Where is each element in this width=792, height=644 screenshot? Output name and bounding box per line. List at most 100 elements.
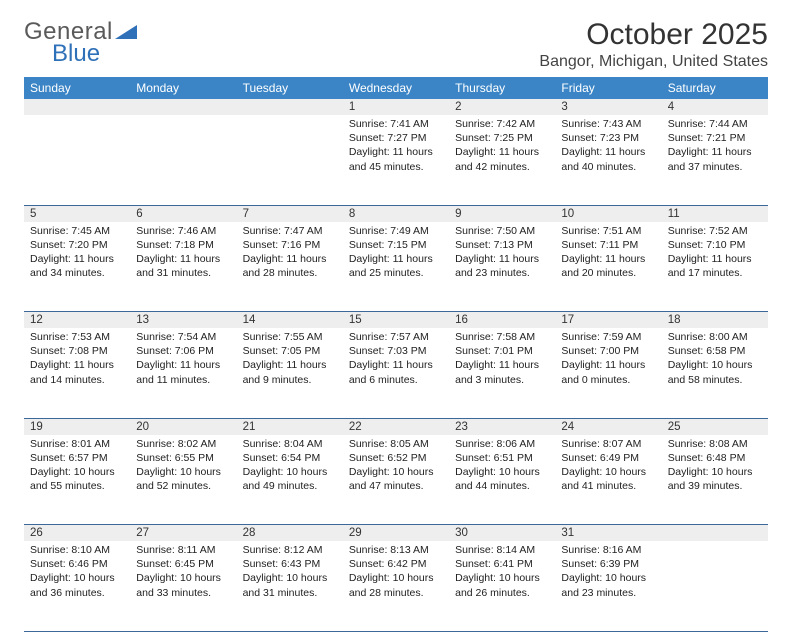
day-number: 28 (237, 525, 343, 542)
day-cell-content: Sunrise: 8:14 AMSunset: 6:41 PMDaylight:… (449, 541, 555, 606)
day-number: 5 (24, 205, 130, 222)
sunrise-line: Sunrise: 8:13 AM (349, 543, 443, 557)
daylight-line: Daylight: 11 hours and 17 minutes. (668, 252, 762, 280)
day-cell-content: Sunrise: 7:59 AMSunset: 7:00 PMDaylight:… (555, 328, 661, 393)
day-cell (237, 115, 343, 205)
daylight-line: Daylight: 11 hours and 45 minutes. (349, 145, 443, 173)
daylight-line: Daylight: 11 hours and 28 minutes. (243, 252, 337, 280)
sunset-line: Sunset: 7:27 PM (349, 131, 443, 145)
day-cell: Sunrise: 7:57 AMSunset: 7:03 PMDaylight:… (343, 328, 449, 418)
day-cell-content: Sunrise: 7:58 AMSunset: 7:01 PMDaylight:… (449, 328, 555, 393)
sunrise-line: Sunrise: 7:57 AM (349, 330, 443, 344)
sunset-line: Sunset: 6:42 PM (349, 557, 443, 571)
day-cell: Sunrise: 7:55 AMSunset: 7:05 PMDaylight:… (237, 328, 343, 418)
daylight-line: Daylight: 10 hours and 47 minutes. (349, 465, 443, 493)
day-cell: Sunrise: 8:02 AMSunset: 6:55 PMDaylight:… (130, 435, 236, 525)
day-number: 15 (343, 312, 449, 329)
daylight-line: Daylight: 10 hours and 55 minutes. (30, 465, 124, 493)
day-cell-content: Sunrise: 7:42 AMSunset: 7:25 PMDaylight:… (449, 115, 555, 180)
sunset-line: Sunset: 7:05 PM (243, 344, 337, 358)
daylight-line: Daylight: 11 hours and 34 minutes. (30, 252, 124, 280)
sunset-line: Sunset: 7:13 PM (455, 238, 549, 252)
sunset-line: Sunset: 6:45 PM (136, 557, 230, 571)
sunset-line: Sunset: 6:41 PM (455, 557, 549, 571)
day-number: 10 (555, 205, 661, 222)
sunrise-line: Sunrise: 7:41 AM (349, 117, 443, 131)
day-cell-content: Sunrise: 7:53 AMSunset: 7:08 PMDaylight:… (24, 328, 130, 393)
day-cell-content: Sunrise: 8:16 AMSunset: 6:39 PMDaylight:… (555, 541, 661, 606)
sunset-line: Sunset: 7:20 PM (30, 238, 124, 252)
day-cell: Sunrise: 8:01 AMSunset: 6:57 PMDaylight:… (24, 435, 130, 525)
sunrise-line: Sunrise: 8:16 AM (561, 543, 655, 557)
day-cell: Sunrise: 7:53 AMSunset: 7:08 PMDaylight:… (24, 328, 130, 418)
day-number: 1 (343, 99, 449, 115)
day-cell-content: Sunrise: 8:13 AMSunset: 6:42 PMDaylight:… (343, 541, 449, 606)
sunrise-line: Sunrise: 7:58 AM (455, 330, 549, 344)
day-number: 22 (343, 418, 449, 435)
day-number: 29 (343, 525, 449, 542)
sunset-line: Sunset: 6:49 PM (561, 451, 655, 465)
calendar-table: Sunday Monday Tuesday Wednesday Thursday… (24, 77, 768, 632)
sunrise-line: Sunrise: 8:10 AM (30, 543, 124, 557)
sunset-line: Sunset: 7:03 PM (349, 344, 443, 358)
sunset-line: Sunset: 7:06 PM (136, 344, 230, 358)
day-cell: Sunrise: 8:07 AMSunset: 6:49 PMDaylight:… (555, 435, 661, 525)
daylight-line: Daylight: 11 hours and 20 minutes. (561, 252, 655, 280)
daylight-line: Daylight: 10 hours and 28 minutes. (349, 571, 443, 599)
day-cell-content: Sunrise: 8:04 AMSunset: 6:54 PMDaylight:… (237, 435, 343, 500)
day-cell-content: Sunrise: 8:10 AMSunset: 6:46 PMDaylight:… (24, 541, 130, 606)
daylight-line: Daylight: 11 hours and 11 minutes. (136, 358, 230, 386)
daylight-line: Daylight: 10 hours and 49 minutes. (243, 465, 337, 493)
day-number: 23 (449, 418, 555, 435)
sunset-line: Sunset: 6:51 PM (455, 451, 549, 465)
day-cell-content: Sunrise: 7:49 AMSunset: 7:15 PMDaylight:… (343, 222, 449, 287)
day-cell: Sunrise: 7:45 AMSunset: 7:20 PMDaylight:… (24, 222, 130, 312)
day-cell: Sunrise: 8:14 AMSunset: 6:41 PMDaylight:… (449, 541, 555, 631)
day-number: 12 (24, 312, 130, 329)
sunrise-line: Sunrise: 8:12 AM (243, 543, 337, 557)
sunrise-line: Sunrise: 7:55 AM (243, 330, 337, 344)
daylight-line: Daylight: 11 hours and 14 minutes. (30, 358, 124, 386)
weekday-header-row: Sunday Monday Tuesday Wednesday Thursday… (24, 77, 768, 99)
sunset-line: Sunset: 6:52 PM (349, 451, 443, 465)
sunrise-line: Sunrise: 7:50 AM (455, 224, 549, 238)
sunrise-line: Sunrise: 8:08 AM (668, 437, 762, 451)
sunset-line: Sunset: 7:00 PM (561, 344, 655, 358)
sunset-line: Sunset: 7:25 PM (455, 131, 549, 145)
day-cell: Sunrise: 8:04 AMSunset: 6:54 PMDaylight:… (237, 435, 343, 525)
day-number-row: 262728293031 (24, 525, 768, 542)
sunset-line: Sunset: 7:23 PM (561, 131, 655, 145)
day-cell: Sunrise: 7:51 AMSunset: 7:11 PMDaylight:… (555, 222, 661, 312)
week-row: Sunrise: 7:41 AMSunset: 7:27 PMDaylight:… (24, 115, 768, 205)
day-number: 2 (449, 99, 555, 115)
day-cell-content: Sunrise: 7:47 AMSunset: 7:16 PMDaylight:… (237, 222, 343, 287)
day-cell-content: Sunrise: 8:00 AMSunset: 6:58 PMDaylight:… (662, 328, 768, 393)
day-number: 17 (555, 312, 661, 329)
day-number: 11 (662, 205, 768, 222)
day-number: 21 (237, 418, 343, 435)
week-row: Sunrise: 8:01 AMSunset: 6:57 PMDaylight:… (24, 435, 768, 525)
day-number: 4 (662, 99, 768, 115)
daylight-line: Daylight: 11 hours and 3 minutes. (455, 358, 549, 386)
day-number: 9 (449, 205, 555, 222)
day-cell: Sunrise: 7:49 AMSunset: 7:15 PMDaylight:… (343, 222, 449, 312)
day-number: 16 (449, 312, 555, 329)
day-cell: Sunrise: 7:58 AMSunset: 7:01 PMDaylight:… (449, 328, 555, 418)
daylight-line: Daylight: 11 hours and 37 minutes. (668, 145, 762, 173)
day-cell: Sunrise: 8:05 AMSunset: 6:52 PMDaylight:… (343, 435, 449, 525)
sunset-line: Sunset: 7:08 PM (30, 344, 124, 358)
sunrise-line: Sunrise: 8:00 AM (668, 330, 762, 344)
day-cell-content: Sunrise: 7:41 AMSunset: 7:27 PMDaylight:… (343, 115, 449, 180)
day-cell: Sunrise: 8:10 AMSunset: 6:46 PMDaylight:… (24, 541, 130, 631)
day-number: 3 (555, 99, 661, 115)
sunset-line: Sunset: 7:18 PM (136, 238, 230, 252)
day-cell: Sunrise: 7:54 AMSunset: 7:06 PMDaylight:… (130, 328, 236, 418)
sunset-line: Sunset: 7:15 PM (349, 238, 443, 252)
daylight-line: Daylight: 10 hours and 58 minutes. (668, 358, 762, 386)
sunrise-line: Sunrise: 7:59 AM (561, 330, 655, 344)
sunrise-line: Sunrise: 7:44 AM (668, 117, 762, 131)
weekday-header: Wednesday (343, 77, 449, 99)
sunset-line: Sunset: 7:21 PM (668, 131, 762, 145)
week-row: Sunrise: 7:53 AMSunset: 7:08 PMDaylight:… (24, 328, 768, 418)
day-number: 13 (130, 312, 236, 329)
